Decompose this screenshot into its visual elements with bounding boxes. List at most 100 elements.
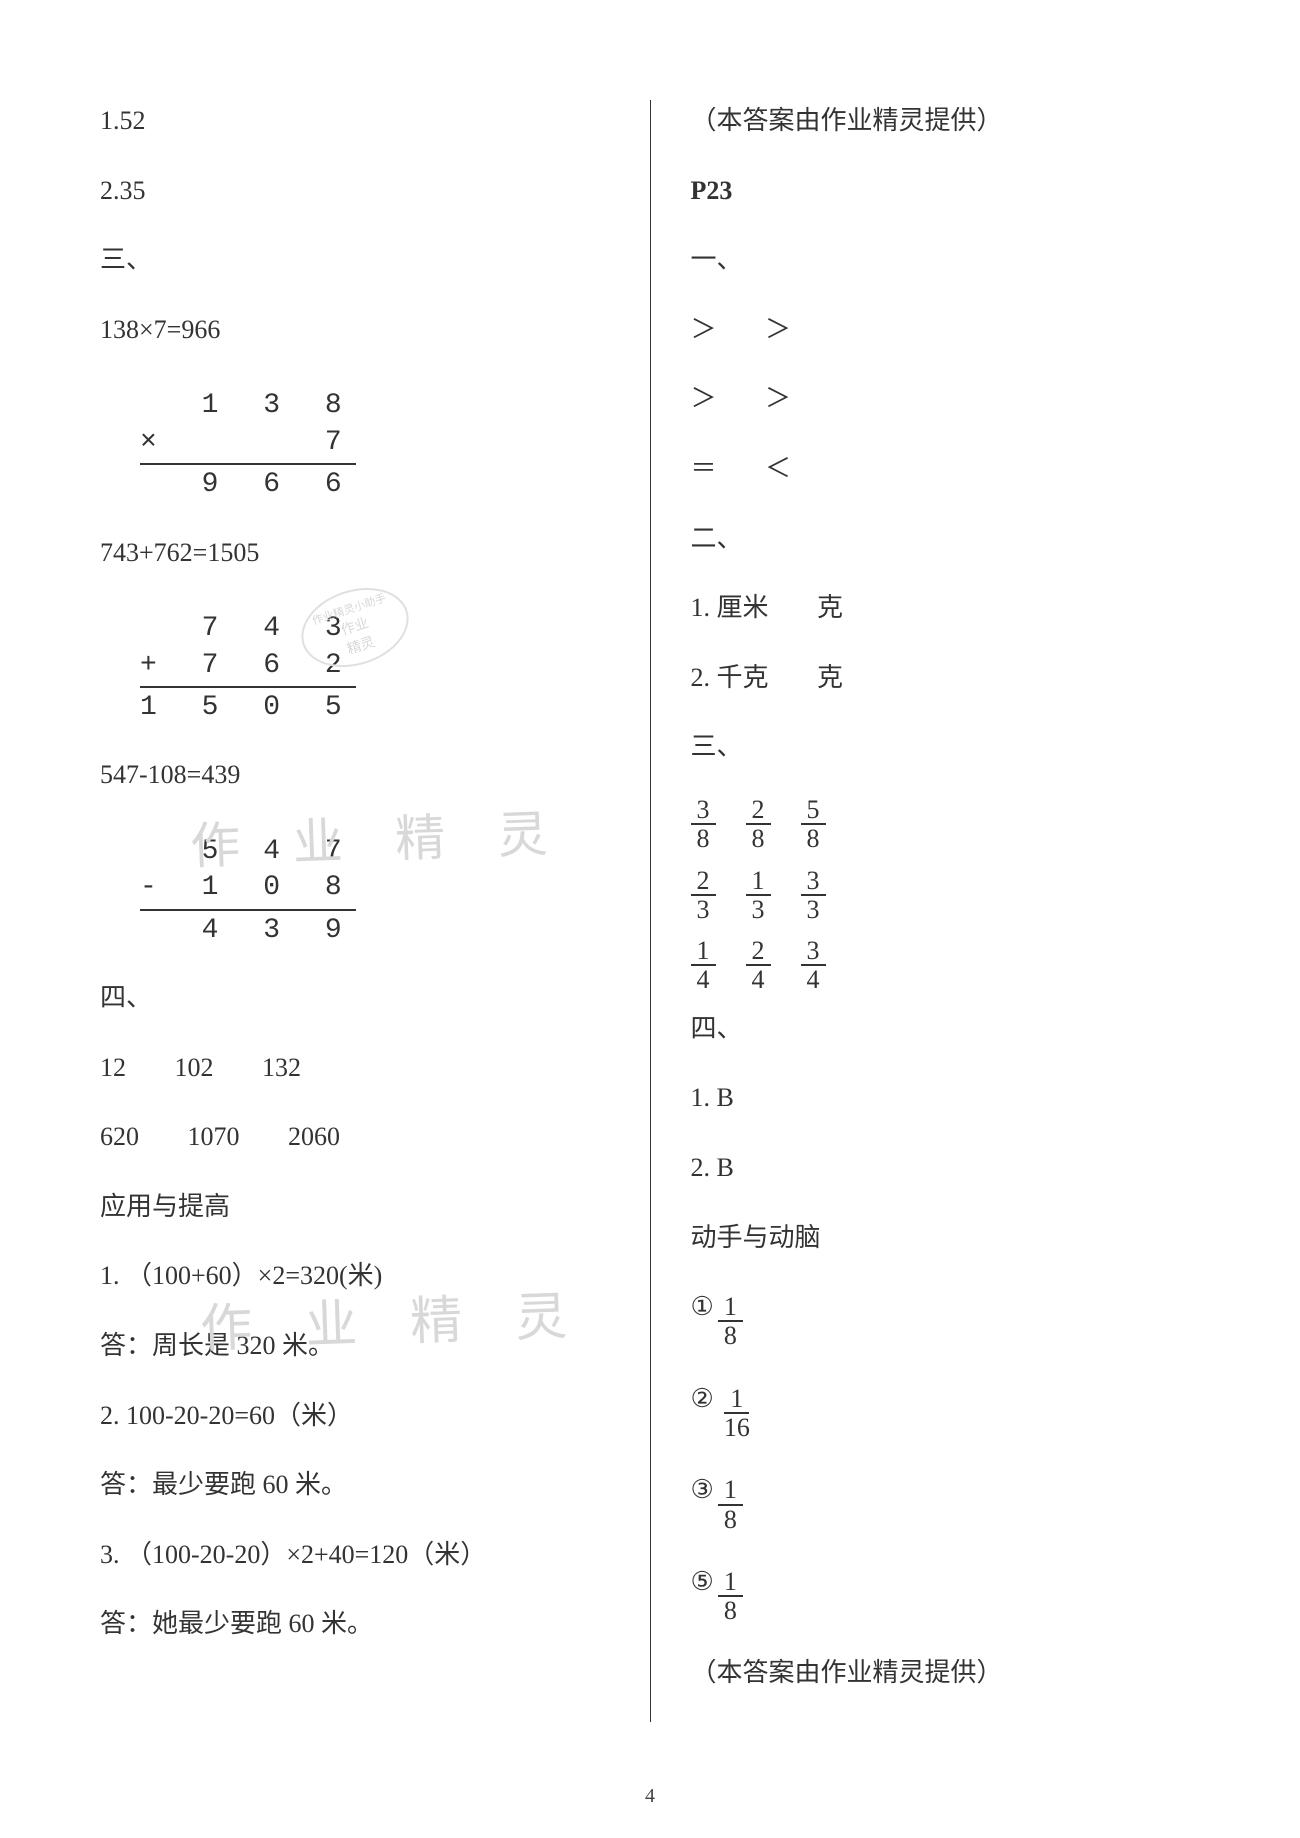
denominator: 8 <box>718 1506 743 1533</box>
fraction: 14 <box>691 937 716 994</box>
sym: ＞ <box>691 384 717 413</box>
num: 12 <box>100 1053 126 1082</box>
sym: ＜ <box>765 454 791 483</box>
section-heading: 四、 <box>691 1008 1201 1050</box>
num: 102 <box>175 1053 214 1082</box>
section-heading: 动手与动脑 <box>691 1217 1201 1259</box>
denominator: 16 <box>718 1414 756 1441</box>
unit: 克 <box>817 663 843 692</box>
circled-answer: ②116 <box>691 1378 1201 1442</box>
right-column: （本答案由作业精灵提供） P23 一、 ＞ ＞ ＞ ＞ ＝ ＜ 二、 1. 厘米… <box>651 100 1221 1722</box>
circled-answers: ①18②116③18⑤18 <box>691 1286 1201 1624</box>
denominator: 8 <box>718 1322 743 1349</box>
numerator: 5 <box>801 796 826 825</box>
fraction: 24 <box>746 937 771 994</box>
vertical-calculation: 5 4 7 - 1 0 8 4 3 9 <box>140 834 356 949</box>
answer-line: 答：她最少要跑 60 米。 <box>100 1603 610 1645</box>
denominator: 8 <box>691 825 716 852</box>
answer-line: 3. （100-20-20）×2+40=120（米） <box>100 1534 610 1576</box>
vertical-calculation: 7 4 3 + 7 6 2 1 5 0 5 <box>140 611 356 726</box>
fraction: 34 <box>801 937 826 994</box>
equation: 138×7=966 <box>100 309 610 351</box>
unit-row: 2. 千克 克 <box>691 657 1201 699</box>
answer-line: 答：周长是 320 米。 <box>100 1325 610 1367</box>
page-ref: P23 <box>691 170 1201 212</box>
fraction: 58 <box>801 796 826 853</box>
answer-line: 2. 100-20-20=60（米） <box>100 1395 610 1437</box>
fraction: 18 <box>718 1293 743 1350</box>
fraction: 33 <box>801 867 826 924</box>
circled-answer: ⑤18 <box>691 1561 1201 1625</box>
calc-row: + 7 6 2 <box>140 648 356 684</box>
calc-row: 9 6 6 <box>140 467 356 503</box>
text-line: 1.52 <box>100 100 610 142</box>
text-line: 2.35 <box>100 170 610 212</box>
answer-line: 答：最少要跑 60 米。 <box>100 1464 610 1506</box>
section-heading: 二、 <box>691 518 1201 560</box>
calc-row: 4 3 9 <box>140 913 356 949</box>
fraction-row: 231333 <box>691 867 1201 924</box>
circle-number: ② <box>691 1378 714 1420</box>
circle-number: ① <box>691 1286 714 1328</box>
denominator: 4 <box>746 966 771 993</box>
num: 1070 <box>188 1122 240 1151</box>
numerator: 1 <box>746 867 771 896</box>
number-row: 12 102 132 <box>100 1047 610 1089</box>
calc-row: 5 4 7 <box>140 834 356 870</box>
denominator: 3 <box>691 896 716 923</box>
unit: 1. 厘米 <box>691 593 769 622</box>
unit: 2. 千克 <box>691 663 769 692</box>
numerator: 1 <box>718 1476 743 1505</box>
unit-row: 1. 厘米 克 <box>691 587 1201 629</box>
num: 132 <box>262 1053 301 1082</box>
credit-line: （本答案由作业精灵提供） <box>691 100 1201 142</box>
fraction: 38 <box>691 796 716 853</box>
calc-row: - 1 0 8 <box>140 870 356 906</box>
sym: ＞ <box>691 315 717 344</box>
num: 620 <box>100 1122 139 1151</box>
section-heading: 三、 <box>100 239 610 281</box>
fraction-row: 382858 <box>691 796 1201 853</box>
calc-row: 7 4 3 <box>140 611 356 647</box>
denominator: 8 <box>801 825 826 852</box>
unit: 克 <box>817 593 843 622</box>
circled-answer: ③18 <box>691 1469 1201 1533</box>
fraction-row: 142434 <box>691 937 1201 994</box>
fraction-block: 382858231333142434 <box>691 796 1201 994</box>
numerator: 1 <box>718 1568 743 1597</box>
fraction: 18 <box>718 1476 743 1533</box>
fraction: 13 <box>746 867 771 924</box>
calc-row: 1 5 0 5 <box>140 690 356 726</box>
compare-row: ＞ ＞ <box>691 378 1201 420</box>
fraction: 28 <box>746 796 771 853</box>
calc-rule <box>140 686 356 688</box>
numerator: 3 <box>801 937 826 966</box>
answer-line: 1. （100+60）×2=320(米) <box>100 1255 610 1297</box>
sym: ＝ <box>691 454 717 483</box>
vertical-calculation: 1 3 8 × 7 9 6 6 <box>140 388 356 503</box>
credit-line: （本答案由作业精灵提供） <box>691 1652 1201 1694</box>
circle-number: ⑤ <box>691 1561 714 1603</box>
left-column: 1.52 2.35 三、 138×7=966 1 3 8 × 7 9 6 6 7… <box>80 100 651 1722</box>
numerator: 2 <box>691 867 716 896</box>
section-heading: 一、 <box>691 239 1201 281</box>
section-heading: 应用与提高 <box>100 1186 610 1228</box>
calc-rule <box>140 463 356 465</box>
answer-line: 1. B <box>691 1077 1201 1119</box>
numerator: 2 <box>746 796 771 825</box>
denominator: 8 <box>746 825 771 852</box>
denominator: 3 <box>746 896 771 923</box>
section-heading: 四、 <box>100 977 610 1019</box>
numerator: 1 <box>718 1293 743 1322</box>
sym: ＞ <box>765 384 791 413</box>
calc-row: 1 3 8 <box>140 388 356 424</box>
fraction: 23 <box>691 867 716 924</box>
equation: 547-108=439 <box>100 754 610 796</box>
denominator: 3 <box>801 896 826 923</box>
compare-row: ＝ ＜ <box>691 448 1201 490</box>
compare-row: ＞ ＞ <box>691 309 1201 351</box>
equation: 743+762=1505 <box>100 532 610 574</box>
num: 2060 <box>288 1122 340 1151</box>
numerator: 1 <box>724 1385 749 1414</box>
circled-answer: ①18 <box>691 1286 1201 1350</box>
